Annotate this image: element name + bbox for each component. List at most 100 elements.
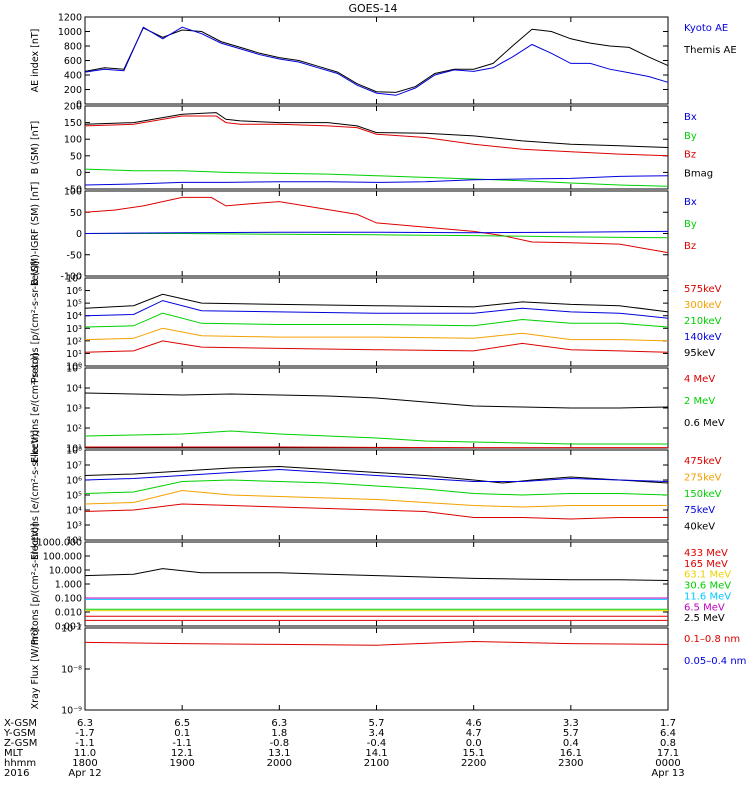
legend-entry: 2 MeV: [684, 396, 715, 407]
footer-value: 2000: [267, 758, 292, 769]
footer-value: 16.1: [560, 748, 582, 759]
series-300kev: [84, 327, 669, 342]
y-axis-label: Xray Flux [W/m²]: [30, 629, 41, 710]
footer-value: 4.6: [466, 718, 482, 729]
footer-value: 5.7: [563, 728, 579, 739]
y-tick-label: 10⁷: [66, 274, 82, 285]
series-bx: [84, 230, 669, 234]
y-tick-label: 10⁶: [66, 286, 82, 297]
y-axis-label: AE index [nT]: [30, 29, 41, 93]
y-axis-label: Protons [p/(cm²-s-sr-keV)]: [30, 523, 41, 645]
y-tick-label: 10⁵: [66, 364, 82, 375]
footer-value: 6.3: [77, 718, 93, 729]
y-tick-label: 10¹: [66, 349, 82, 360]
legend-entry: 165 MeV: [684, 559, 728, 570]
legend-entry: Bz: [684, 150, 696, 161]
footer-row-label: hhmm: [4, 758, 36, 769]
footer-value: 11.0: [74, 748, 96, 759]
y-tick-label: 0.010: [55, 608, 82, 619]
footer-value: Apr 13: [651, 768, 684, 779]
legend-entry: 40keV: [684, 522, 715, 533]
footer-value: 1800: [72, 758, 97, 769]
footer-row-label: Y-GSM: [3, 728, 36, 739]
y-tick-label: 200: [64, 102, 82, 113]
series-bz: [84, 115, 669, 157]
legend-entry: 140keV: [684, 332, 722, 343]
y-tick-label: 10²: [66, 336, 82, 347]
legend-entry: 30.6 MeV: [684, 581, 731, 592]
series-140kev: [84, 300, 669, 319]
y-tick-label: 1.000: [55, 580, 82, 591]
y-tick-label: 100: [64, 135, 82, 146]
ephemeris-footer: X-GSMY-GSMZ-GSMMLThhmm20166.3-1.7-1.111.…: [3, 718, 685, 779]
y-tick-label: 0: [76, 100, 82, 111]
y-tick-label: 10²: [66, 424, 82, 435]
y-axis-label: Electrons [e/(cm²-s-sr-keV)]: [30, 430, 41, 560]
y-tick-label: 100: [64, 187, 82, 198]
y-tick-label: 10⁴: [66, 506, 82, 517]
series-4-mev: [85, 446, 668, 449]
footer-value: -1.1: [172, 738, 192, 749]
y-tick-label: 50: [70, 208, 82, 219]
legend-entry: 275keV: [684, 472, 722, 483]
legend-entry: By: [684, 219, 697, 230]
y-tick-label: 10³: [66, 404, 82, 415]
series-by: [84, 168, 669, 187]
y-tick-label: 10.000: [49, 566, 82, 577]
series-2-mev: [84, 430, 668, 445]
y-tick-label: 1200: [58, 13, 82, 24]
y-tick-label: 150: [64, 118, 82, 129]
legend-entry: 210keV: [684, 316, 722, 327]
y-tick-label: 50: [70, 151, 82, 162]
y-tick-label: 10⁶: [66, 476, 82, 487]
y-tick-label: 10³: [66, 521, 82, 532]
series-themis-ae: [84, 27, 669, 93]
footer-value: 14.1: [365, 748, 387, 759]
panel-frame: [84, 627, 669, 711]
panel-bsm: -50 0 50 100 150 200 B (SM) [nT] Bx By Bz Bmag: [30, 102, 713, 196]
footer-value: 1.8: [271, 728, 287, 739]
y-tick-label: 800: [64, 42, 82, 53]
series-40kev: [84, 465, 669, 484]
panel-xray: 10⁻⁹ 10⁻⁸ 10⁻⁷ Xray Flux [W/m²] 0.1–0.8 nm 0.…: [30, 624, 746, 717]
footer-value: -1.7: [75, 728, 95, 739]
y-tick-label: 10⁴: [66, 311, 82, 322]
series-by: [85, 233, 669, 239]
series-150kev: [84, 479, 669, 496]
panel-frame: [84, 277, 669, 367]
panel-frame: [84, 541, 669, 627]
legend-entry: 2.5 MeV: [684, 613, 725, 624]
panel-electrons_mev: 10¹ 10² 10³ 10⁴ 10⁵ Electrons [e/(cm²-s-sr)] 4…: [30, 353, 725, 463]
y-axis-label: B (SM) [nT]: [30, 121, 41, 174]
series-275kev: [84, 489, 668, 508]
legend-entry: 95keV: [684, 348, 715, 359]
y-tick-label: -50: [66, 250, 82, 261]
y-tick-label: 10⁷: [66, 461, 82, 472]
footer-value: Apr 12: [68, 768, 101, 779]
y-tick-label: 10⁵: [66, 299, 82, 310]
footer-value: -1.1: [75, 738, 95, 749]
y-tick-label: 100.000: [43, 552, 82, 563]
panel-electrons_kev: 10² 10³ 10⁴ 10⁵ 10⁶ 10⁷ 10⁸ Electrons [e/(cm²-s…: [30, 430, 722, 560]
series-575kev: [84, 340, 669, 353]
footer-value: 0.1: [174, 728, 190, 739]
footer-value: 1900: [169, 758, 194, 769]
legend-entry: 300keV: [684, 300, 722, 311]
y-axis-label: Electrons [e/(cm²-s-sr)]: [30, 353, 41, 463]
panel-frame: [84, 449, 669, 541]
series-0-1-0-8-nm: [84, 640, 669, 646]
series-kyoto-ae: [84, 26, 669, 96]
series-210kev: [84, 312, 669, 328]
footer-value: 12.1: [171, 748, 193, 759]
y-tick-label: 0: [76, 229, 82, 240]
footer-value: 2200: [461, 758, 486, 769]
legend-entry: 11.6 MeV: [684, 591, 731, 602]
y-tick-label: 10¹: [66, 444, 82, 455]
legend-entry: 475keV: [684, 456, 722, 467]
footer-value: 1.7: [660, 718, 676, 729]
footer-value: 6.5: [174, 718, 190, 729]
